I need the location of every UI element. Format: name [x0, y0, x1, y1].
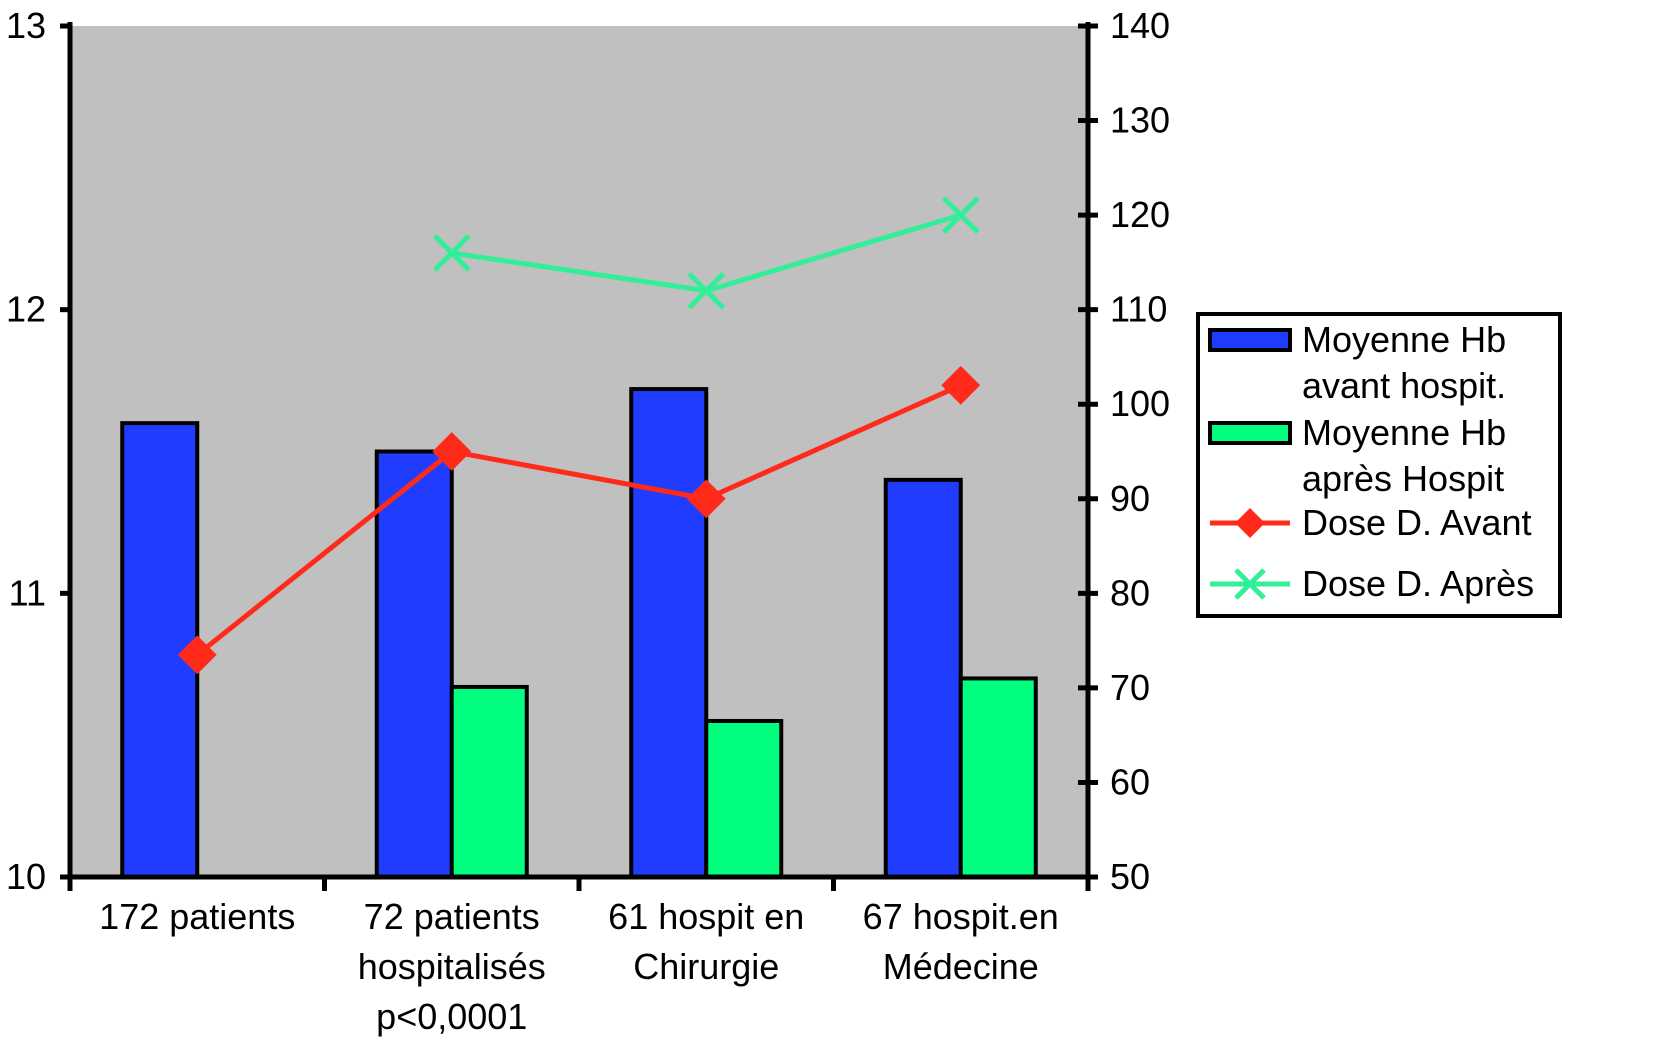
- point-dose-apres-2: [687, 271, 726, 310]
- line-dose-avant: [195, 383, 962, 657]
- bar-avant-2: [629, 387, 709, 879]
- y-right-tick-label-5: 100: [1110, 383, 1170, 424]
- x-category-line: 72 patients: [364, 896, 540, 937]
- x-category-label-1: 72 patients hospitalisés p<0,0001: [358, 896, 546, 1037]
- y-right-tick-label-0: 50: [1110, 856, 1150, 897]
- axes-layer: 10 11 12 13 50 60 70 80 90 100 110 120 130 140 172 pat…: [6, 5, 1170, 1037]
- y-left-tick-label-1: 11: [9, 572, 46, 613]
- y-right-tick-label-4: 90: [1110, 478, 1150, 519]
- legend: Moyenne Hb avant hospit. Moyenne Hb après H…: [1196, 312, 1562, 618]
- y-right-tick-label-6: 110: [1110, 289, 1167, 330]
- x-category-line: Médecine: [883, 946, 1039, 987]
- legend-label-line: après Hospit: [1302, 458, 1504, 499]
- legend-label-line-avant: Dose D. Avant: [1302, 502, 1531, 543]
- y-right-tick-label-9: 140: [1110, 5, 1170, 46]
- bar-avant-1: [374, 449, 454, 879]
- y-right-tick-label-1: 60: [1110, 761, 1150, 802]
- point-dose-apres-3: [941, 196, 980, 234]
- point-dose-avant-3: [941, 365, 981, 405]
- bars-layer: [120, 387, 1038, 880]
- y-right-tick-label-8: 130: [1110, 100, 1170, 141]
- legend-box: [1196, 312, 1562, 618]
- legend-label-line: Moyenne Hb: [1302, 319, 1506, 360]
- x-category-line: 67 hospit.en: [863, 896, 1059, 937]
- lines-layer: [177, 196, 981, 675]
- legend-marker-avant: [1235, 508, 1265, 538]
- x-category-line: p<0,0001: [376, 996, 527, 1037]
- legend-swatch-bar-1: [1208, 421, 1292, 445]
- legend-label-bar-0: Moyenne Hb avant hospit.: [1302, 319, 1506, 406]
- x-category-line: 172 patients: [99, 896, 295, 937]
- bar-apres-3: [958, 676, 1038, 880]
- legend-label-line-apres: Dose D. Après: [1302, 563, 1534, 604]
- point-dose-avant-2: [686, 479, 726, 519]
- x-category-line: Chirurgie: [633, 946, 779, 987]
- point-dose-apres-1: [432, 234, 471, 272]
- legend-label-line: avant hospit.: [1302, 365, 1506, 406]
- point-dose-avant-1: [432, 432, 472, 471]
- bar-avant-3: [883, 477, 963, 879]
- bar-apres-1: [449, 684, 529, 880]
- point-dose-avant-0: [177, 635, 217, 675]
- y-left-tick-label-0: 10: [6, 856, 46, 897]
- legend-marker-apres: [1234, 568, 1266, 600]
- y-right-tick-label-2: 70: [1110, 667, 1150, 708]
- y-left-tick-label-2: 12: [6, 289, 46, 330]
- x-category-label-3: 67 hospit.en Médecine: [863, 896, 1059, 987]
- legend-swatch-bar-0: [1208, 328, 1292, 352]
- legend-label-line: Moyenne Hb: [1302, 412, 1506, 453]
- x-category-label-0: 172 patients: [99, 896, 295, 937]
- x-category-label-2: 61 hospit en Chirurgie: [608, 896, 804, 987]
- x-category-line: hospitalisés: [358, 946, 546, 987]
- y-left-tick-label-3: 13: [6, 5, 46, 46]
- bar-apres-2: [704, 718, 784, 879]
- x-category-line: 61 hospit en: [608, 896, 804, 937]
- y-right-tick-label-3: 80: [1110, 572, 1150, 613]
- legend-label-bar-1: Moyenne Hb après Hospit: [1302, 412, 1506, 499]
- y-right-tick-label-7: 120: [1110, 194, 1170, 235]
